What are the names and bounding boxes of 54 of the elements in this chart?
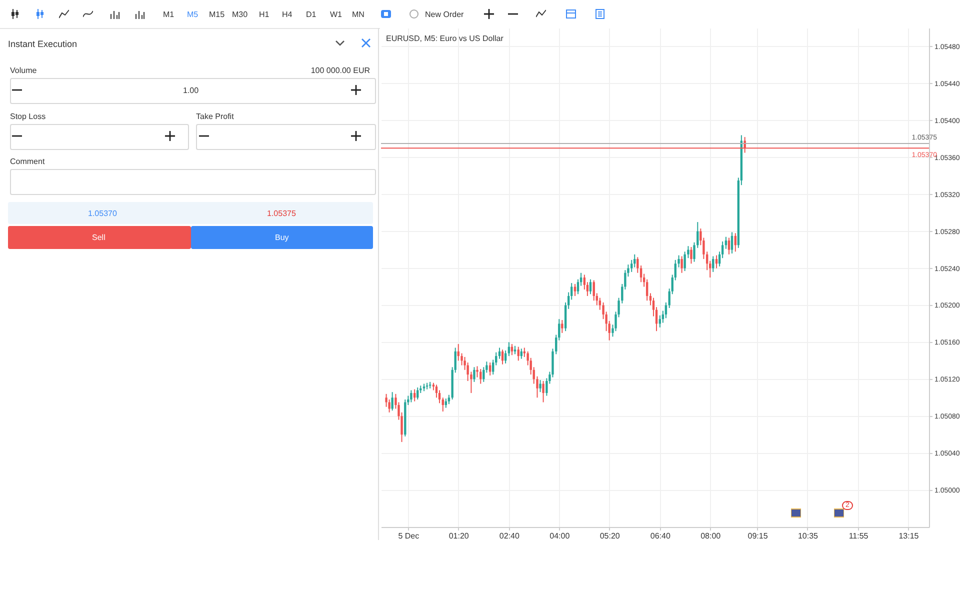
text: New Order xyxy=(425,10,464,19)
text: M15 xyxy=(209,10,225,19)
candlestick xyxy=(680,256,683,274)
candlestick xyxy=(728,237,730,255)
x-tick-label: 05:20 xyxy=(600,532,620,540)
x-tick-label: 10:35 xyxy=(798,532,819,540)
candlestick xyxy=(442,397,444,412)
text: 1.05370 xyxy=(88,209,117,218)
candlestick xyxy=(542,380,544,403)
text: H4 xyxy=(282,10,292,19)
text: 1.00 xyxy=(183,86,199,95)
candlestick xyxy=(410,390,412,403)
x-tick-label: 13:15 xyxy=(898,532,920,540)
candlestick xyxy=(539,380,542,393)
x-tick-label: 11:55 xyxy=(848,532,869,540)
candlestick xyxy=(523,347,526,358)
x-tick-label: 06:40 xyxy=(650,532,671,540)
x-tick-label: 02:40 xyxy=(499,532,520,540)
candlestick xyxy=(690,246,692,264)
candlestick xyxy=(589,278,592,295)
text: Volume xyxy=(10,66,37,75)
text: 100 000.00 EUR xyxy=(310,66,370,75)
candlestick xyxy=(488,362,492,376)
text: Instant Execution xyxy=(8,39,78,49)
text: 1.05375 xyxy=(267,209,296,218)
x-tick-label: 01:20 xyxy=(448,532,470,540)
text: M30 xyxy=(232,10,248,19)
text: MN xyxy=(352,10,364,19)
candlestick xyxy=(517,346,520,362)
text: D1 xyxy=(306,10,316,19)
text: Sell xyxy=(92,233,106,242)
candlestick xyxy=(636,256,639,274)
candlestick xyxy=(391,392,394,412)
text: W1 xyxy=(330,10,342,19)
x-tick-label: 08:00 xyxy=(700,532,722,540)
text: H1 xyxy=(259,10,270,19)
candlestick xyxy=(730,232,734,254)
x-tick-label: 5 Dec xyxy=(398,532,420,540)
candlestick xyxy=(561,320,564,334)
x-tick-label: 09:15 xyxy=(748,532,768,540)
text: EURUSD, M5: Euro vs US Dollar xyxy=(386,34,504,43)
candlestick xyxy=(508,342,510,357)
text: Comment xyxy=(10,157,45,166)
candlestick xyxy=(574,283,576,296)
candlestick xyxy=(416,386,419,400)
text: Buy xyxy=(275,233,289,242)
text: M5 xyxy=(187,10,198,19)
text: Take Profit xyxy=(196,112,234,121)
candlestick xyxy=(592,280,595,302)
text: M1 xyxy=(163,10,174,19)
candlestick xyxy=(473,366,476,382)
x-tick-label: 04:00 xyxy=(550,532,570,540)
candlestick xyxy=(712,256,714,272)
text: Stop Loss xyxy=(10,112,46,121)
